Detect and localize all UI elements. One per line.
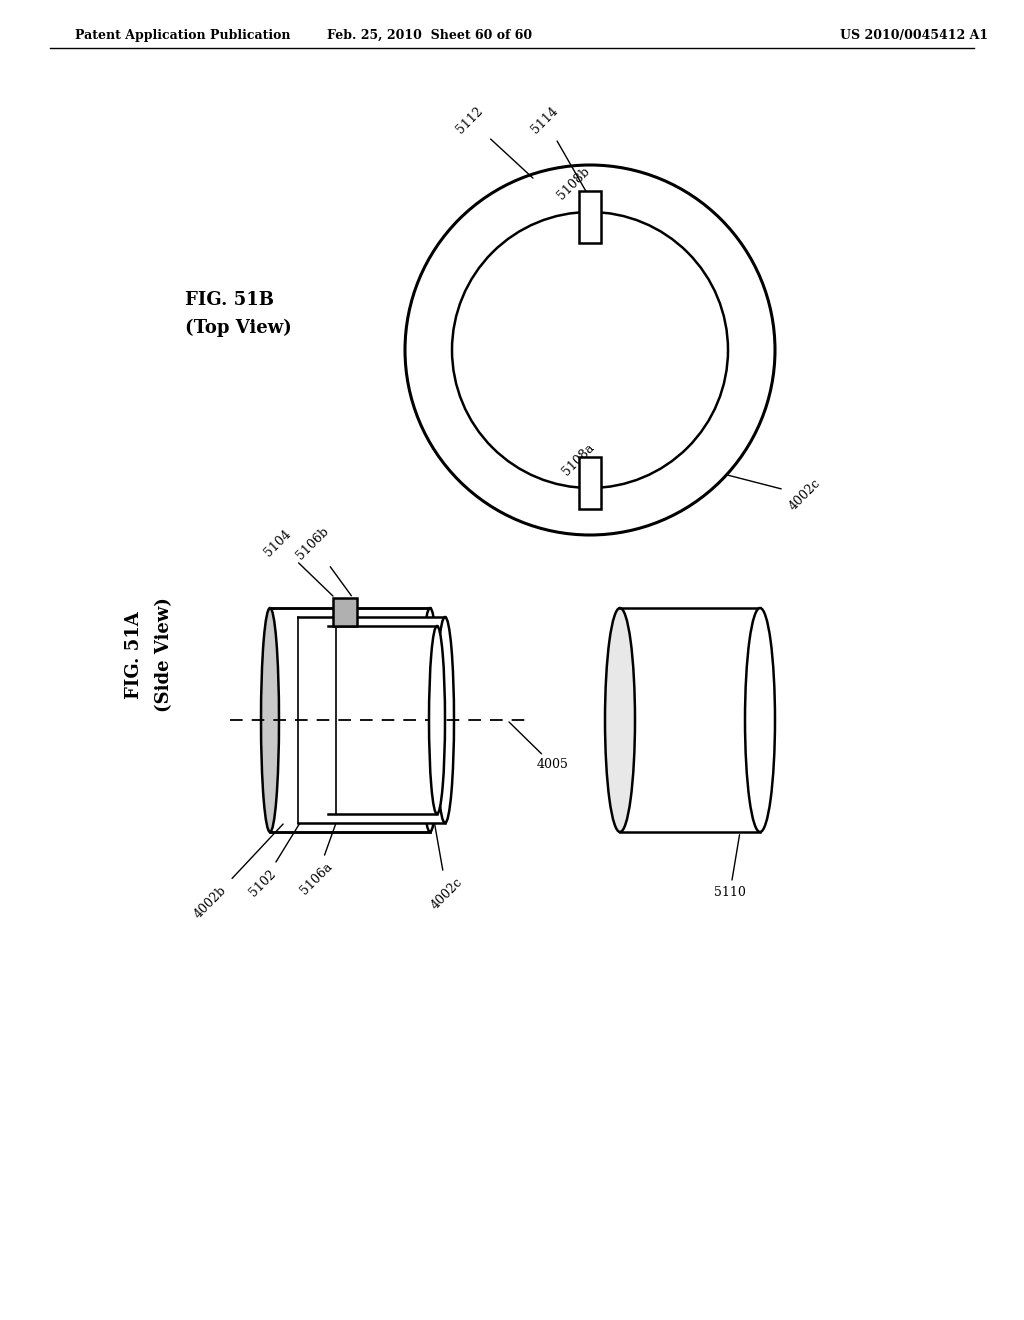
Text: 4005: 4005: [509, 722, 569, 771]
Bar: [579, 457, 601, 508]
Text: 5106b: 5106b: [294, 524, 351, 595]
Bar: [270, 609, 430, 832]
Text: 5108b: 5108b: [555, 165, 593, 202]
Text: FIG. 51B: FIG. 51B: [185, 290, 274, 309]
Ellipse shape: [436, 616, 454, 822]
Text: 4002b: 4002b: [191, 824, 283, 921]
Ellipse shape: [261, 609, 279, 832]
Text: (Top View): (Top View): [185, 319, 292, 337]
Text: 4002c: 4002c: [726, 475, 823, 513]
Ellipse shape: [605, 609, 635, 832]
Bar: [298, 616, 445, 822]
Text: Feb. 25, 2010  Sheet 60 of 60: Feb. 25, 2010 Sheet 60 of 60: [328, 29, 532, 41]
Text: (Side View): (Side View): [155, 598, 173, 713]
Text: 5108a: 5108a: [560, 441, 597, 478]
Text: 5110: 5110: [714, 834, 745, 899]
Text: 5104: 5104: [262, 527, 333, 597]
Text: FIG. 51A: FIG. 51A: [125, 611, 143, 698]
Text: 5114: 5114: [529, 104, 594, 205]
Bar: [333, 598, 357, 626]
Text: 5106a: 5106a: [298, 812, 340, 898]
Ellipse shape: [745, 609, 775, 832]
Text: 5102: 5102: [247, 820, 301, 899]
Bar: [579, 191, 601, 243]
Text: 4002c: 4002c: [429, 812, 465, 912]
Text: US 2010/0045412 A1: US 2010/0045412 A1: [840, 29, 988, 41]
Bar: [620, 609, 760, 832]
Ellipse shape: [421, 609, 439, 832]
Text: Patent Application Publication: Patent Application Publication: [75, 29, 291, 41]
Ellipse shape: [429, 626, 445, 814]
Text: 5112: 5112: [455, 104, 532, 178]
